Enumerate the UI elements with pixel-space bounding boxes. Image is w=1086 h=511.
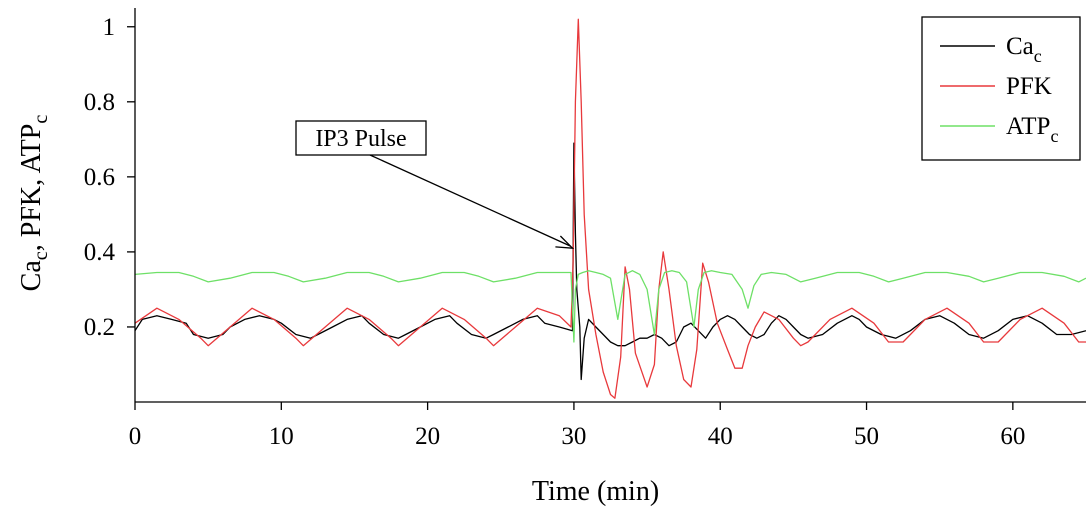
series-layer	[135, 18, 1086, 399]
annotation-arrow	[369, 154, 571, 247]
series-line-1	[135, 142, 1086, 381]
legend: Cac PFK ATPc	[921, 16, 1081, 161]
x-tick-label: 60	[1000, 423, 1025, 450]
legend-label: ATPc	[1006, 113, 1058, 146]
annotation-box	[295, 120, 427, 156]
annotation-layer: IP3 Pulse	[295, 120, 575, 249]
y-tick-label: 0.8	[84, 89, 115, 116]
x-tick-label: 40	[708, 423, 733, 450]
y-tick-label: 0.4	[84, 239, 116, 266]
y-tick-label: 0.6	[84, 164, 115, 191]
series-line-2	[135, 18, 1086, 399]
x-tick-label: 20	[415, 423, 440, 450]
x-tick-label: 50	[854, 423, 879, 450]
legend-label: PFK	[1006, 73, 1052, 100]
legend-box	[921, 16, 1081, 161]
series-line-3	[135, 270, 1086, 343]
y-tick-label: 0.2	[84, 314, 115, 341]
x-tick-label: 30	[561, 423, 586, 450]
y-axis-title: Cac, PFK, ATPc	[16, 115, 52, 292]
annotation-label: IP3 Pulse	[315, 126, 406, 152]
axes-layer: 0 10 20 30 40 50 60 0.2 0.4 0.6 0.8 1	[84, 8, 1086, 450]
x-tick-label: 10	[269, 423, 294, 450]
annotation-arrowhead	[555, 235, 575, 249]
legend-label: Cac	[1006, 33, 1042, 66]
y-tick-label: 1	[103, 14, 116, 41]
x-tick-label: 0	[129, 423, 142, 450]
x-axis-title: Time (min)	[532, 476, 659, 507]
